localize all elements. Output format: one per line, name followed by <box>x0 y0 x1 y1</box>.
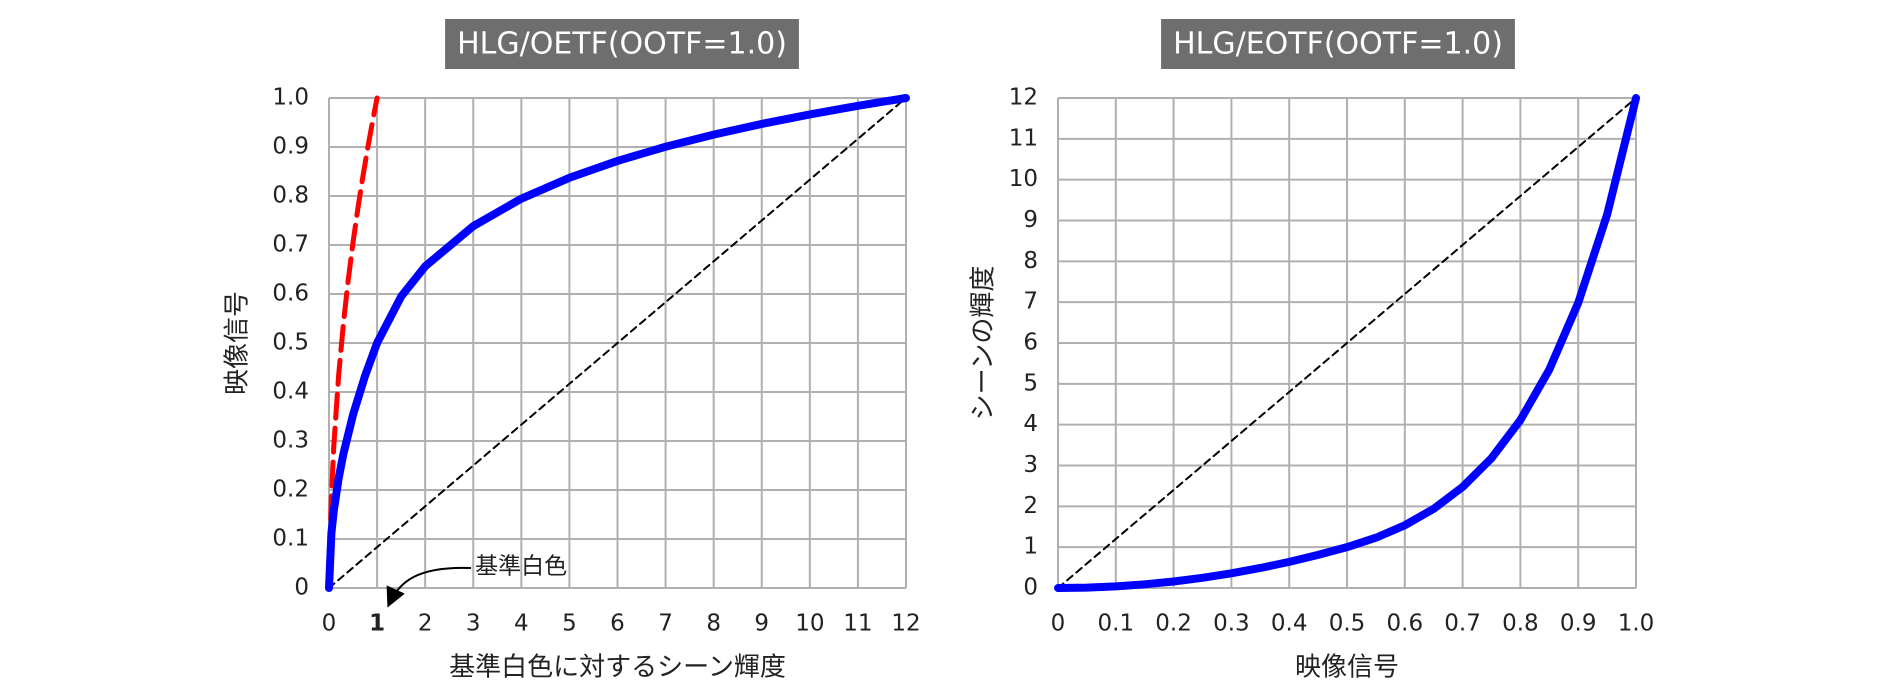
y-tick-label: 5 <box>1023 370 1038 396</box>
y-tick-label: 9 <box>1023 207 1038 233</box>
chart-title: HLG/OETF(OOTF=1.0) <box>457 27 787 62</box>
y-tick-label: 0.8 <box>272 183 309 209</box>
y-axis-label: 映像信号 <box>223 291 253 395</box>
data-line <box>1054 94 1640 592</box>
y-tick-label: 0.2 <box>272 477 309 503</box>
x-tick-label: 11 <box>843 611 872 637</box>
chart-title: HLG/EOTF(OOTF=1.0) <box>1173 27 1503 62</box>
x-tick-label: 10 <box>795 611 824 637</box>
x-tick-label: 0.5 <box>1329 611 1366 637</box>
x-tick-label: 0.6 <box>1387 611 1424 637</box>
y-tick-label: 0.9 <box>272 134 309 160</box>
y-tick-label: 6 <box>1023 330 1038 356</box>
x-tick-label: 5 <box>562 611 577 637</box>
title-background <box>1161 19 1515 69</box>
y-tick-label: 8 <box>1023 248 1038 274</box>
x-tick-label: 9 <box>754 611 769 637</box>
y-tick-label: 0.4 <box>272 379 309 405</box>
x-axis-label: 基準白色に対するシーン輝度 <box>449 653 786 683</box>
data-line <box>325 94 910 592</box>
y-tick-label: 0 <box>294 575 309 601</box>
y-tick-label: 0.5 <box>272 330 309 356</box>
title-box: HLG/EOTF(OOTF=1.0) <box>1161 19 1515 69</box>
x-tick-label: 0 <box>1051 611 1066 637</box>
y-axis-label: シーンの輝度 <box>969 266 999 421</box>
x-axis-label: 映像信号 <box>1295 653 1399 683</box>
y-tick-label: 3 <box>1023 452 1038 478</box>
y-tick-label: 0 <box>1023 575 1038 601</box>
y-tick-label: 4 <box>1023 411 1038 437</box>
x-tick-label: 1.0 <box>1618 611 1655 637</box>
x-tick-label: 0.1 <box>1098 611 1135 637</box>
y-tick-label: 0.7 <box>272 232 309 258</box>
x-tick-label: 0.3 <box>1213 611 1250 637</box>
y-tick-label: 7 <box>1023 289 1038 315</box>
y-tick-label: 10 <box>1009 166 1038 192</box>
y-tick-label: 1.0 <box>272 85 309 111</box>
title-box: HLG/OETF(OOTF=1.0) <box>445 19 799 69</box>
annotation-arrow <box>386 566 472 608</box>
data-line <box>328 97 907 589</box>
x-tick-label: 2 <box>418 611 433 637</box>
y-tick-label: 0.3 <box>272 428 309 454</box>
data-line <box>326 95 380 591</box>
x-tick-label: 0.8 <box>1502 611 1539 637</box>
x-tick-label: 0.7 <box>1444 611 1481 637</box>
x-tick-label: 4 <box>514 611 529 637</box>
x-tick-label: 6 <box>610 611 625 637</box>
x-tick-label: 3 <box>466 611 481 637</box>
data-line <box>1057 97 1637 589</box>
title-background <box>445 19 799 69</box>
y-tick-label: 2 <box>1023 493 1038 519</box>
y-tick-label: 0.1 <box>272 526 309 552</box>
y-tick-label: 11 <box>1009 125 1038 151</box>
x-tick-label: 1 <box>369 611 385 637</box>
y-tick-label: 12 <box>1009 85 1038 111</box>
x-tick-label: 8 <box>706 611 721 637</box>
x-tick-label: 0.2 <box>1155 611 1192 637</box>
y-tick-label: 0.6 <box>272 281 309 307</box>
x-tick-label: 7 <box>658 611 673 637</box>
x-tick-label: 0.4 <box>1271 611 1308 637</box>
y-tick-label: 1 <box>1023 534 1038 560</box>
x-tick-label: 12 <box>891 611 920 637</box>
x-tick-label: 0 <box>322 611 337 637</box>
annotation-text: 基準白色 <box>475 554 567 580</box>
x-tick-label: 0.9 <box>1560 611 1597 637</box>
